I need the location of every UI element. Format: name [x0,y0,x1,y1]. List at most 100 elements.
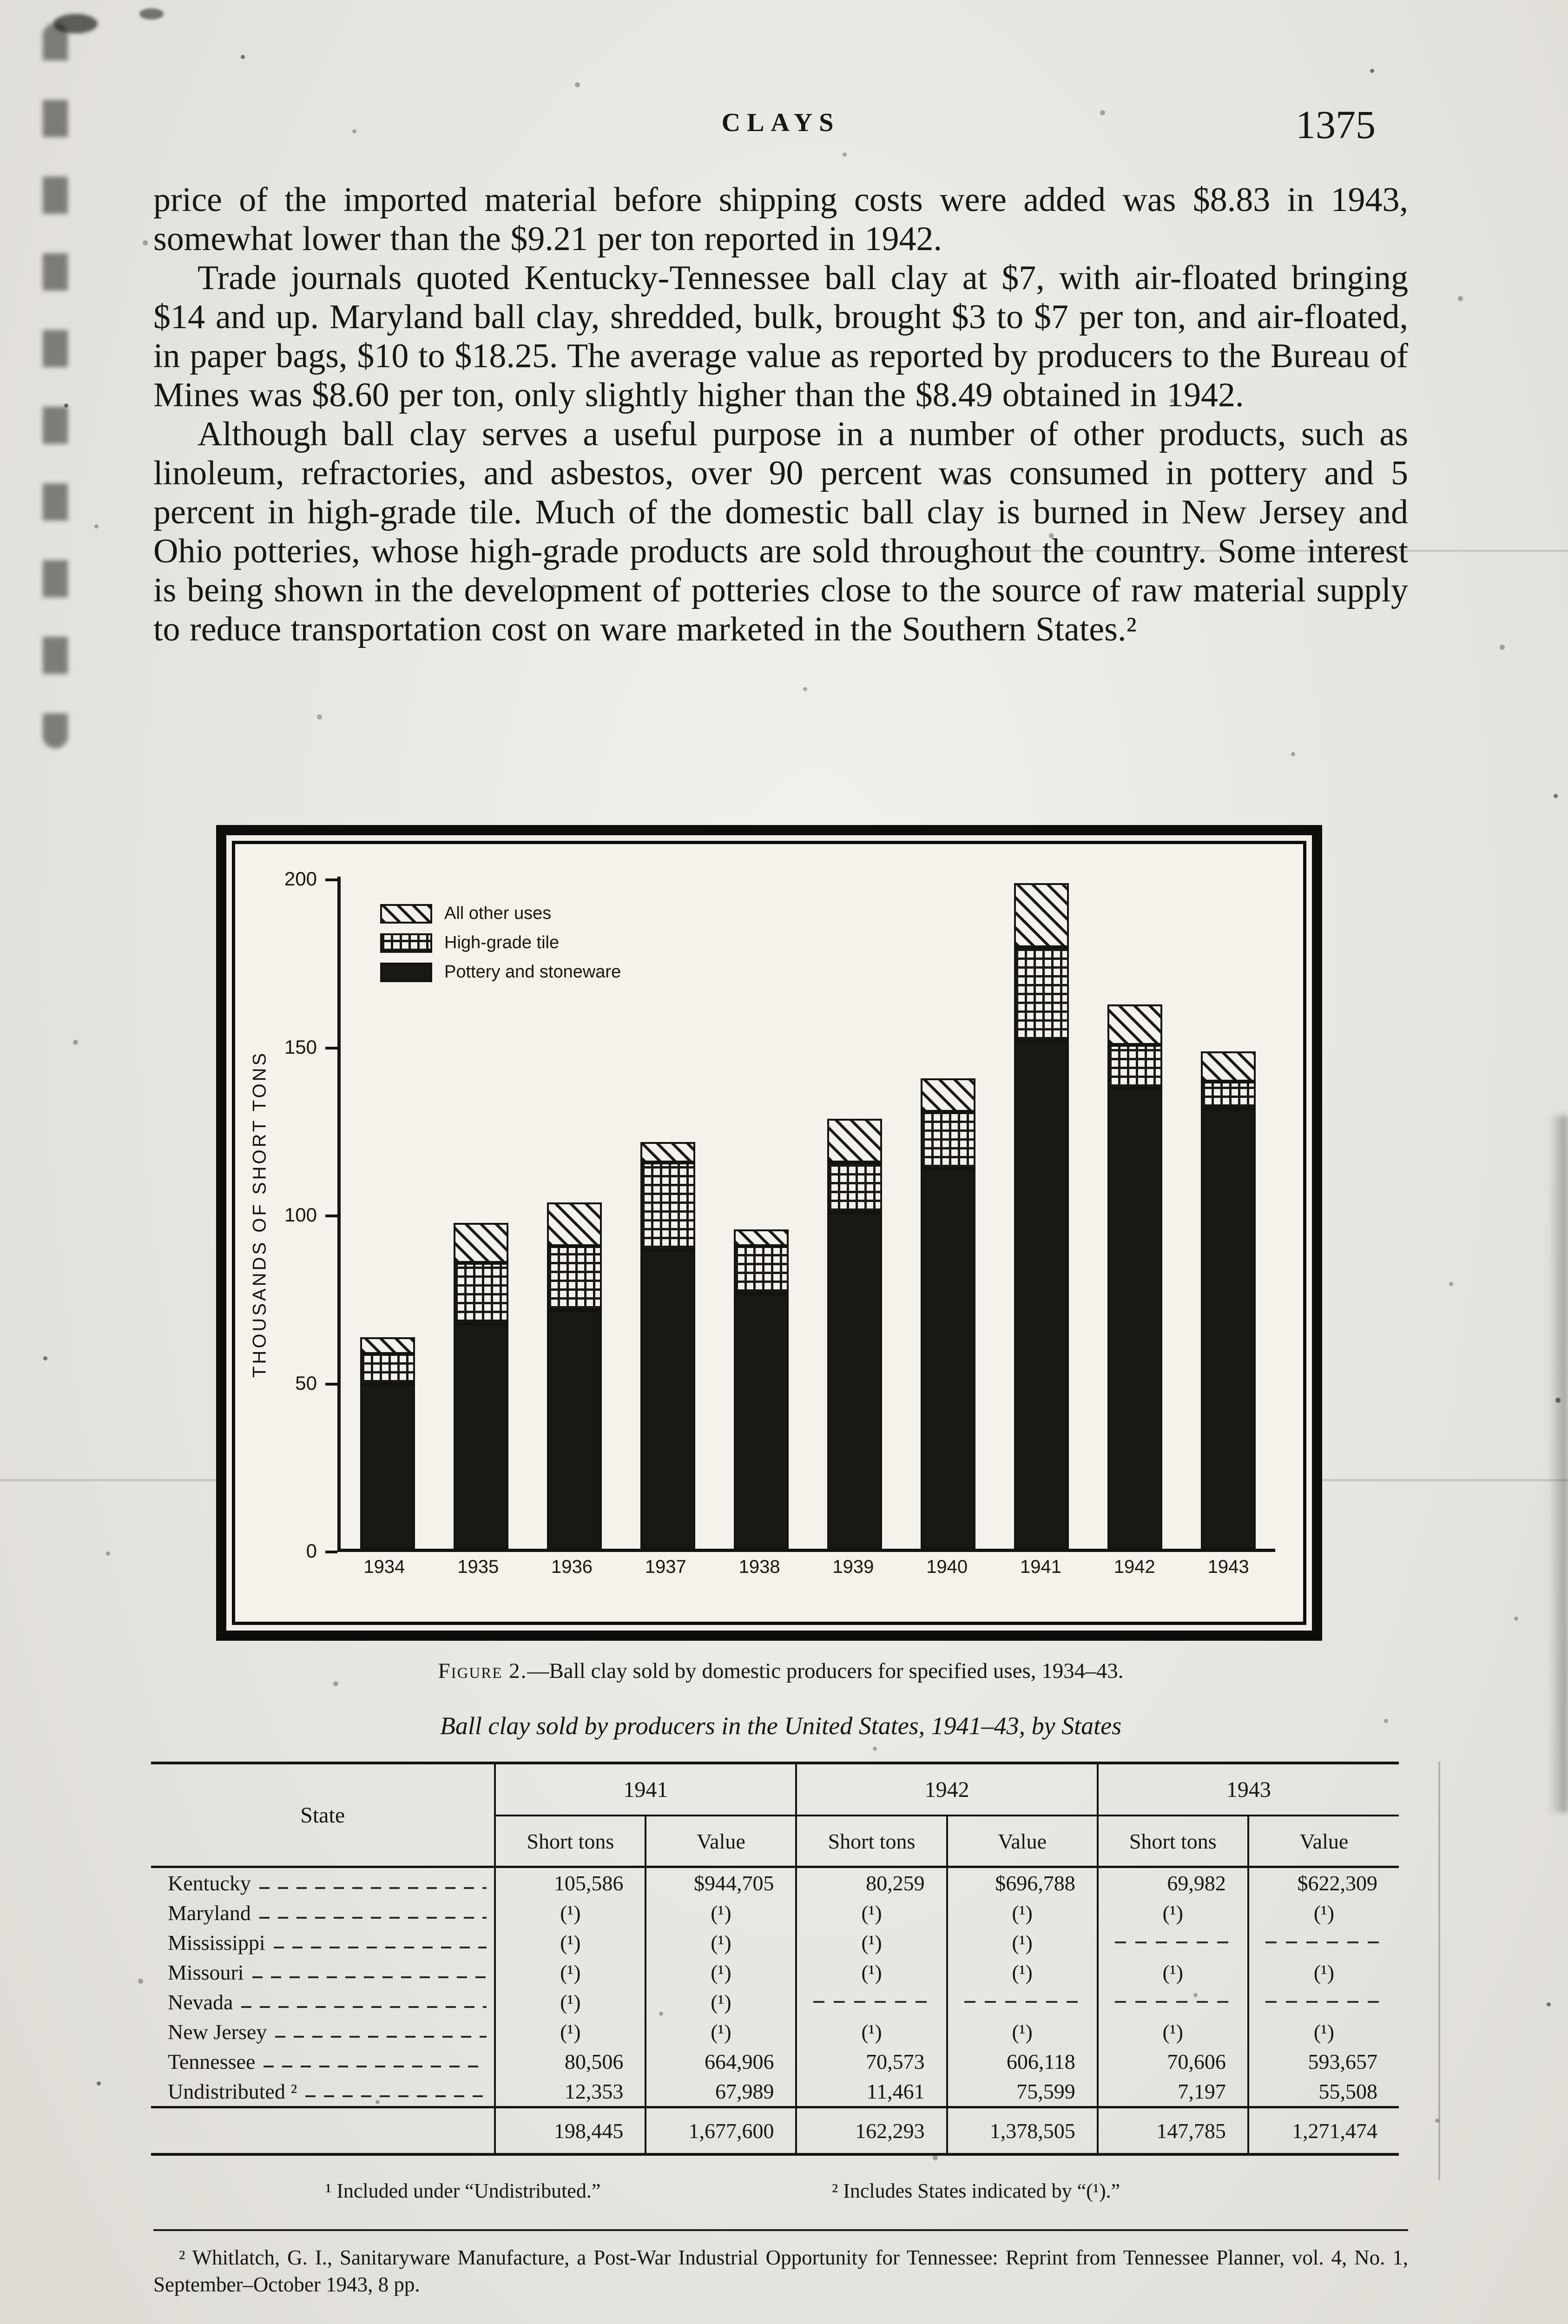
reference-footnote: ² Whitlatch, G. I., Sanitaryware Manufac… [153,2246,1408,2296]
chart-legend: All other uses High-grade tile Pottery and… [380,904,621,991]
figure-inner-border: THOUSANDS OF SHORT TONS 0 50 100 150 200 All… [232,841,1306,1625]
state-name: Kentucky [168,1871,251,1895]
x-tick-label: 1940 [926,1557,968,1577]
header-year-1941: 1941 [494,1763,797,1816]
state-cell: Undistributed ² [151,2076,495,2107]
bar-segment-solid [640,1249,695,1549]
y-tick-label: 150 [284,1036,317,1058]
table-cell: $696,788 [946,1867,1098,1898]
x-tick-label: 1936 [551,1557,593,1577]
table-cell: 7,197 [1096,2076,1248,2107]
figure-frame: THOUSANDS OF SHORT TONS 0 50 100 150 200 All… [216,825,1322,1641]
table-cell [1096,1928,1248,1957]
chart-plot: All other uses High-grade tile Pottery and… [337,877,1275,1552]
table-cell: (¹) [645,1957,797,1987]
paragraph: price of the imported material before sh… [153,181,1408,258]
table-row: New Jersey (¹) (¹) (¹) (¹) (¹) (¹) [151,2017,1399,2047]
y-tick-mark [325,1046,337,1050]
table-cell: (¹) [795,1898,947,1928]
header-state: State [151,1763,495,1868]
x-tick-label: 1938 [738,1557,780,1577]
scan-line-artifact [976,550,1568,552]
y-tick-mark [325,1382,337,1386]
header-year-1942: 1942 [795,1763,1098,1816]
bar-1935 [434,1222,527,1549]
bar-1939 [808,1118,901,1549]
table-cell: 12,353 [494,2076,646,2107]
bar-segment-crosshatch [453,1263,508,1324]
page-number: 1375 [1296,102,1376,147]
legend-swatch-diagonal [380,904,432,924]
body-text: price of the imported material before sh… [153,180,1408,649]
table-footnote-2: ² Includes States indicated by “(¹).” [832,2179,1120,2202]
table-cell: 606,118 [946,2047,1098,2076]
table-footnotes: ¹ Included under “Undistributed.” ² Incl… [153,2179,1408,2207]
state-cell: Missouri [151,1957,495,1987]
table-cell: (¹) [494,1928,646,1957]
x-tick-label: 1939 [832,1557,874,1577]
figure-caption: Figure 2.—Ball clay sold by domestic pro… [153,1658,1408,1684]
state-cell: Kentucky [151,1867,495,1898]
bar-segment-diagonal [827,1118,883,1162]
table-cell: (¹) [1096,1957,1248,1987]
legend-label: All other uses [444,904,552,923]
page-title: CLAYS [721,108,840,137]
bar-1938 [714,1229,808,1549]
table-row: Nevada (¹) (¹) [151,1987,1399,2017]
y-tick-label: 100 [284,1204,317,1226]
table-title: Ball clay sold by producers in the Unite… [440,1712,1122,1740]
header-value: Value [1247,1816,1399,1868]
x-tick-label: 1941 [1020,1557,1061,1577]
state-name: New Jersey [168,2020,267,2044]
table-cell: (¹) [1247,1898,1399,1928]
table-cell: (¹) [795,1957,947,1987]
bar-segment-solid [453,1323,508,1549]
table-cell: (¹) [494,2017,646,2047]
table-total-cell: 162,293 [795,2106,947,2154]
scan-ink-blob [53,14,98,33]
y-tick-mark [325,1551,337,1553]
dotted-leader [241,2006,487,2008]
table-cell: (¹) [494,1957,646,1987]
figure-caption-label: Figure 2. [438,1659,527,1683]
chart-x-labels: 1934 1935 1936 1937 1938 1939 1940 1941 1942 1943 [337,1557,1275,1583]
bar-segment-crosshatch [1014,947,1069,1042]
legend-swatch-solid [380,962,432,982]
x-tick-label: 1942 [1113,1557,1155,1577]
x-tick-label: 1935 [457,1557,499,1577]
bar-segment-solid [921,1169,976,1549]
table-footnote-1: ¹ Included under “Undistributed.” [325,2179,601,2202]
y-tick-mark [325,1215,337,1217]
table-cell: 664,906 [645,2047,797,2076]
table-total-row: 198,445 1,677,600 162,293 1,378,505 147,785 1… [151,2106,1399,2154]
state-name: Tennessee [168,2049,256,2073]
scan-edge-shadow [1548,1116,1568,1813]
table-cell [1247,1928,1399,1957]
table-cell: 70,606 [1096,2047,1248,2076]
legend-label: Pottery and stoneware [444,962,621,982]
table-cell: 75,599 [946,2076,1098,2107]
table-cell [795,1987,947,2017]
legend-item: Pottery and stoneware [380,962,621,982]
state-name: Mississippi [168,1930,265,1954]
legend-swatch-crosshatch [380,933,432,953]
table-cell: (¹) [645,1987,797,2017]
table-cell: (¹) [946,2017,1098,2047]
header-short-tons: Short tons [795,1816,947,1868]
bar-segment-crosshatch [547,1246,602,1310]
dotted-leader [273,1946,487,1948]
chart: THOUSANDS OF SHORT TONS 0 50 100 150 200 All… [235,844,1303,1622]
state-name: Maryland [168,1901,251,1925]
table-cell: 80,259 [795,1867,947,1898]
table-cell: 70,573 [795,2047,947,2076]
bar-segment-solid [1107,1088,1163,1549]
dotted-leader [259,1887,487,1889]
bar-segment-crosshatch [1201,1082,1256,1109]
bar-segment-crosshatch [827,1162,883,1213]
paragraph: Although ball clay serves a useful purpo… [153,415,1408,648]
bar-segment-crosshatch [640,1162,695,1250]
x-tick-label: 1943 [1207,1557,1249,1577]
bar-1941 [995,883,1088,1549]
scan-ink-blob [139,8,164,20]
table-cell: 80,506 [494,2047,646,2076]
